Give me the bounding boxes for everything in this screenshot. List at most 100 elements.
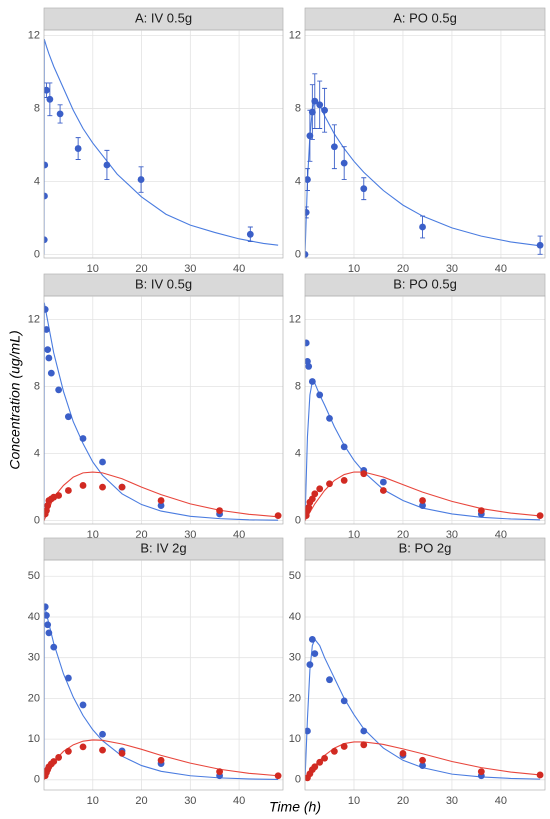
panel-background (305, 296, 545, 524)
data-point (44, 326, 50, 333)
x-tick-label: 30 (446, 795, 458, 807)
panel-title: B: IV 0.5g (135, 276, 192, 291)
y-tick-label: 20 (289, 692, 301, 704)
data-point (305, 339, 310, 347)
y-tick-label: 4 (295, 447, 301, 459)
data-point (44, 507, 50, 514)
data-point (311, 650, 319, 658)
data-point (360, 741, 368, 749)
panel-border (304, 295, 546, 525)
data-point (326, 480, 333, 488)
y-tick-label: 4 (295, 175, 301, 187)
panel-border (304, 559, 546, 791)
fit-line (44, 739, 279, 781)
panel: B: PO 2g 0 10 20 30 40 50 10 20 30 40 (289, 537, 546, 807)
x-tick-label: 20 (135, 263, 147, 275)
fit-line (44, 38, 279, 255)
data-point (64, 413, 72, 421)
x-axis-title: Time (h) (269, 799, 321, 815)
data-point (157, 497, 165, 504)
panel-title: A: IV 0.5g (135, 10, 192, 25)
panel: A: IV 0.5g 0 4 8 12 10 20 30 40 (28, 7, 284, 275)
y-tick-label: 8 (34, 380, 40, 392)
x-tick-label: 30 (184, 263, 196, 275)
fit-line (44, 302, 279, 521)
panel-background (44, 560, 283, 790)
data-point (55, 492, 63, 499)
x-tick-label: 10 (87, 263, 99, 275)
panel-title: B: IV 2g (140, 540, 186, 555)
y-tick-label: 8 (295, 102, 301, 114)
x-tick-label: 30 (184, 795, 196, 807)
y-tick-label: 8 (295, 380, 301, 392)
data-point (50, 643, 58, 651)
data-point (305, 176, 311, 183)
data-point (64, 487, 72, 494)
x-tick-label: 20 (135, 795, 147, 807)
data-point (419, 756, 426, 764)
y-tick-label: 0 (295, 515, 301, 527)
y-axis-title: Concentration (ug/mL) (7, 330, 23, 469)
y-tick-label: 0 (295, 774, 301, 786)
y-tick-label: 50 (28, 570, 40, 582)
data-point (379, 487, 387, 494)
data-point (274, 512, 282, 520)
data-point (44, 306, 49, 313)
data-point (316, 485, 324, 493)
data-point (419, 502, 426, 509)
data-point (340, 697, 348, 705)
data-point (330, 747, 338, 755)
y-tick-label: 10 (28, 733, 40, 745)
x-tick-label: 40 (233, 795, 245, 807)
data-point (305, 209, 310, 216)
x-tick-label: 40 (495, 263, 507, 275)
data-point (326, 414, 333, 422)
data-point (44, 603, 49, 611)
data-point (79, 435, 87, 442)
plot-area (44, 38, 279, 255)
data-point (118, 483, 126, 491)
data-point (316, 391, 324, 399)
data-point (308, 378, 316, 385)
data-point (44, 611, 50, 619)
data-point (216, 768, 223, 776)
data-point (137, 176, 145, 183)
fit-line (305, 638, 541, 780)
panel-background (44, 296, 283, 524)
data-point (99, 483, 106, 491)
panel-title: B: PO 2g (399, 540, 452, 555)
plot-area (305, 339, 544, 521)
data-point (308, 495, 316, 503)
panel: B: IV 2g 0 10 20 30 40 50 10 20 30 40 (28, 537, 284, 807)
y-tick-label: 10 (289, 733, 301, 745)
x-tick-label: 20 (397, 263, 409, 275)
data-point (379, 478, 387, 486)
data-point (340, 443, 348, 451)
y-tick-label: 0 (34, 515, 40, 527)
data-point (399, 749, 407, 757)
data-point (308, 635, 316, 643)
data-point (103, 161, 111, 169)
data-point (311, 97, 319, 105)
data-point (340, 743, 348, 750)
data-point (308, 108, 316, 116)
panel-title: A: PO 0.5g (393, 10, 457, 25)
x-tick-label: 30 (446, 263, 458, 275)
data-point (306, 661, 314, 669)
data-point (55, 386, 63, 394)
data-point (44, 86, 50, 94)
data-point (326, 676, 333, 684)
y-tick-label: 30 (289, 652, 301, 664)
data-point (157, 756, 165, 764)
fit-line (305, 741, 541, 781)
panel-background (305, 30, 545, 258)
data-point (45, 354, 53, 362)
plot-area (44, 302, 282, 521)
y-tick-label: 0 (34, 248, 40, 260)
data-point (321, 106, 328, 114)
data-point (44, 621, 52, 629)
data-point (47, 369, 55, 377)
data-point (306, 132, 314, 140)
data-point (340, 159, 348, 167)
